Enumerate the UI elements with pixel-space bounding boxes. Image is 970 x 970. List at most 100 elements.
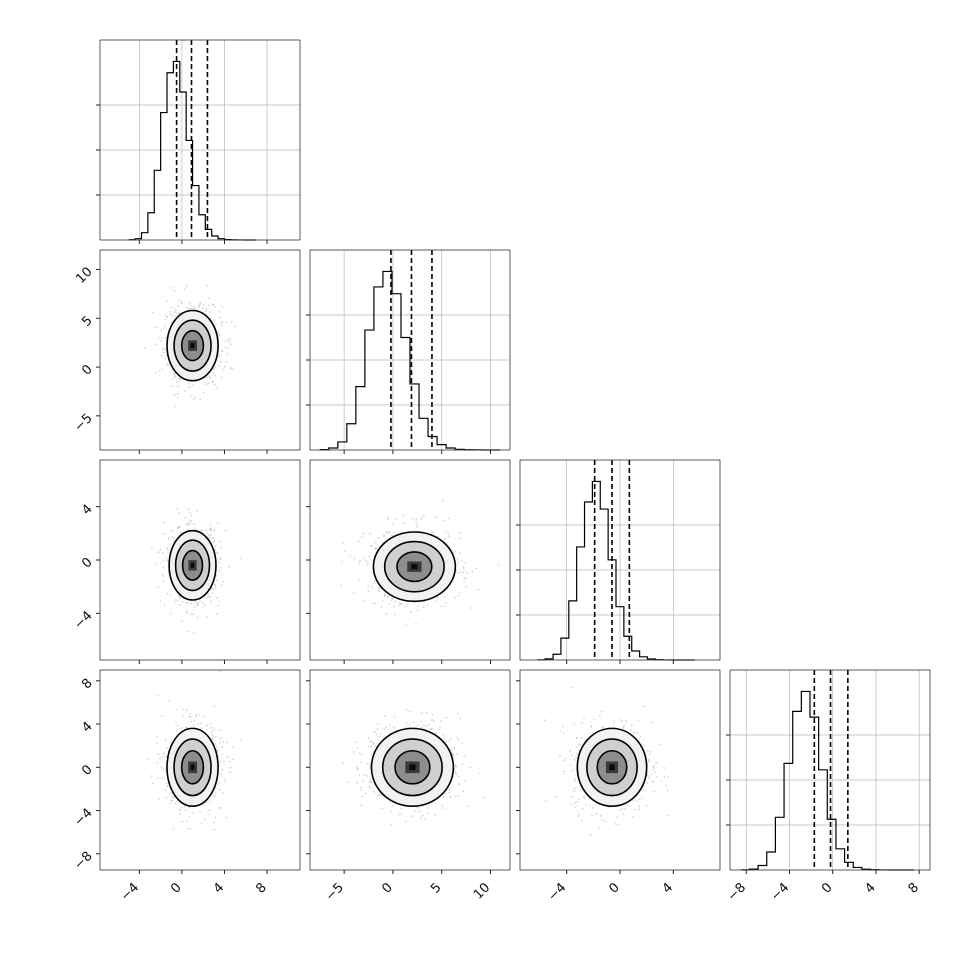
sample-point	[157, 753, 160, 755]
sample-point	[212, 588, 215, 590]
sample-point	[362, 780, 365, 783]
sample-point	[456, 737, 459, 739]
sample-point	[449, 737, 452, 740]
sample-point	[215, 574, 218, 577]
sample-point	[187, 508, 190, 511]
sample-point	[218, 737, 221, 740]
histogram-series	[537, 480, 695, 661]
sample-point	[160, 340, 163, 342]
sample-point	[360, 535, 363, 538]
sample-point	[462, 571, 465, 574]
sample-point	[431, 713, 434, 716]
sample-point	[455, 765, 457, 767]
sample-point	[166, 784, 169, 787]
sample-point	[477, 589, 480, 591]
sample-point	[463, 755, 466, 758]
sample-point	[442, 734, 445, 736]
sample-point	[390, 599, 393, 602]
sample-point	[354, 741, 357, 744]
sample-point	[377, 589, 380, 592]
sample-point	[209, 722, 212, 725]
sample-point	[453, 747, 456, 750]
sample-point	[213, 368, 215, 371]
sample-point	[352, 751, 355, 753]
sample-point	[208, 297, 211, 300]
contour-line	[173, 738, 212, 797]
sample-point	[465, 585, 468, 588]
sample-point	[214, 306, 216, 308]
sample-point	[442, 796, 445, 798]
sample-point	[208, 800, 211, 803]
sample-point	[176, 709, 179, 711]
sample-point	[187, 630, 189, 633]
sample-point	[157, 777, 159, 780]
y-tick-label: 0	[79, 555, 95, 571]
sample-point	[420, 517, 423, 520]
sample-point	[402, 514, 404, 517]
sample-point	[185, 284, 188, 287]
sample-point	[164, 755, 167, 757]
sample-point	[213, 528, 216, 531]
sample-point	[167, 551, 170, 554]
panel-frame	[99, 39, 301, 241]
sample-point	[483, 796, 485, 799]
contour-line	[173, 319, 212, 372]
sample-point	[156, 761, 159, 764]
sample-point	[216, 612, 218, 615]
sample-point	[368, 785, 371, 788]
sample-point	[450, 748, 453, 751]
sample-point	[388, 603, 391, 605]
sample-point	[369, 739, 372, 742]
sample-point	[467, 805, 470, 808]
sample-point	[205, 383, 208, 386]
sample-point	[655, 761, 658, 764]
sample-point	[646, 749, 649, 752]
sample-point	[360, 789, 363, 792]
sample-point	[217, 604, 219, 607]
sample-point	[214, 795, 216, 798]
sample-point	[171, 378, 174, 380]
sample-point	[228, 565, 231, 568]
sample-point	[187, 382, 190, 385]
sample-point	[225, 529, 227, 532]
y-tick-label: −8	[71, 849, 95, 873]
sample-point	[218, 782, 220, 785]
sample-point	[143, 347, 146, 350]
sample-point	[218, 310, 221, 313]
sample-point	[385, 613, 388, 615]
contour-line	[396, 551, 433, 583]
sample-point	[454, 596, 457, 599]
sample-point	[388, 801, 391, 804]
sample-point	[458, 532, 461, 534]
sample-point	[176, 599, 179, 602]
contour-line	[370, 727, 455, 808]
sample-point	[665, 784, 668, 787]
histogram-series	[319, 270, 501, 451]
sample-point	[166, 364, 169, 366]
sample-point	[196, 603, 199, 605]
sample-point	[410, 610, 412, 613]
sample-point	[435, 600, 438, 603]
sample-point	[185, 820, 188, 823]
sample-point	[189, 522, 192, 525]
sample-point	[174, 309, 177, 312]
sample-point	[392, 531, 395, 534]
sample-point	[666, 789, 669, 792]
scatter-panel-3-2	[519, 669, 721, 871]
sample-point	[223, 365, 226, 368]
sample-point	[428, 724, 430, 726]
sample-point	[423, 514, 425, 517]
sample-point	[177, 385, 180, 388]
sample-point	[421, 516, 423, 518]
sample-point	[147, 758, 150, 760]
sample-point	[365, 774, 368, 777]
y-tick-label: −4	[71, 608, 95, 632]
sample-point	[600, 819, 603, 822]
sample-point	[165, 796, 168, 799]
sample-point	[192, 812, 195, 814]
sample-point	[667, 775, 669, 778]
sample-point	[632, 800, 635, 802]
sample-point	[401, 812, 403, 815]
x-tick-label: 10	[471, 880, 493, 902]
sample-point	[647, 760, 650, 763]
